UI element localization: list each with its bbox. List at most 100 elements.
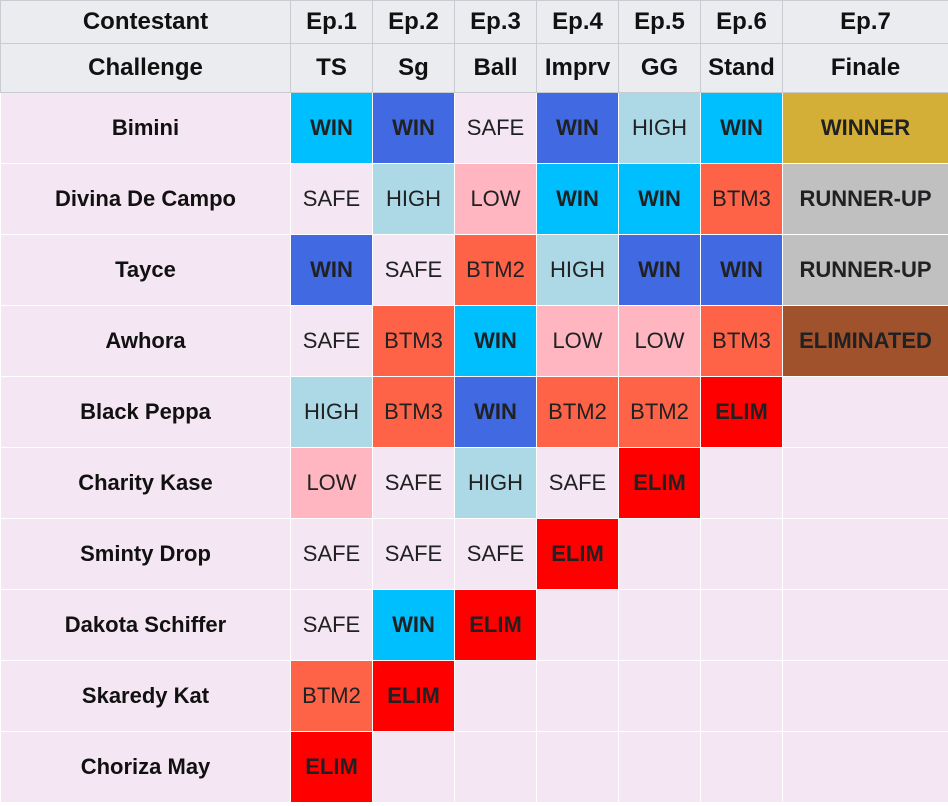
contestant-name: Dakota Schiffer bbox=[0, 589, 291, 661]
contestant-name: Tayce bbox=[0, 234, 291, 306]
episode-header: Ep.7 bbox=[782, 0, 948, 44]
episode-header: Ep.3 bbox=[454, 0, 537, 44]
result-cell: WIN bbox=[618, 234, 701, 306]
result-cell: HIGH bbox=[290, 376, 373, 448]
result-cell: LOW bbox=[290, 447, 373, 519]
empty-cell bbox=[454, 731, 537, 803]
challenge-name: Imprv bbox=[536, 43, 619, 93]
result-cell: SAFE bbox=[290, 163, 373, 235]
empty-cell bbox=[700, 447, 783, 519]
contestant-name: Bimini bbox=[0, 92, 291, 164]
table-row: Bimini WIN WIN SAFE WIN HIGH WIN WINNER bbox=[0, 92, 948, 164]
result-cell: BTM2 bbox=[454, 234, 537, 306]
result-cell: LOW bbox=[618, 305, 701, 377]
challenge-name: GG bbox=[618, 43, 701, 93]
empty-cell bbox=[454, 660, 537, 732]
result-cell: WIN bbox=[536, 92, 619, 164]
table-row: Black Peppa HIGH BTM3 WIN BTM2 BTM2 ELIM bbox=[0, 376, 948, 448]
result-cell: LOW bbox=[454, 163, 537, 235]
contestant-name: Choriza May bbox=[0, 731, 291, 803]
contestant-name: Black Peppa bbox=[0, 376, 291, 448]
contestant-rows: Bimini WIN WIN SAFE WIN HIGH WIN WINNER Divina D… bbox=[0, 92, 948, 803]
contestant-name: Awhora bbox=[0, 305, 291, 377]
episode-header: Ep.5 bbox=[618, 0, 701, 44]
challenge-name: Ball bbox=[454, 43, 537, 93]
result-cell: WIN bbox=[700, 234, 783, 306]
empty-cell bbox=[618, 731, 701, 803]
empty-cell bbox=[618, 660, 701, 732]
result-cell: WIN bbox=[536, 163, 619, 235]
result-cell: ELIM bbox=[290, 731, 373, 803]
result-cell: RUNNER-UP bbox=[782, 163, 948, 235]
contestant-header: Contestant bbox=[0, 0, 291, 44]
challenge-header-row: Challenge TS Sg Ball Imprv GG Stand Fina… bbox=[0, 43, 948, 93]
contestant-name: Skaredy Kat bbox=[0, 660, 291, 732]
table-row: Awhora SAFE BTM3 WIN LOW LOW BTM3 ELIMINATED bbox=[0, 305, 948, 377]
result-cell: ELIM bbox=[454, 589, 537, 661]
result-cell: ELIM bbox=[618, 447, 701, 519]
result-cell: BTM3 bbox=[372, 376, 455, 448]
result-cell: WINNER bbox=[782, 92, 948, 164]
result-cell: BTM3 bbox=[700, 163, 783, 235]
challenge-name: Sg bbox=[372, 43, 455, 93]
empty-cell bbox=[700, 589, 783, 661]
result-cell: RUNNER-UP bbox=[782, 234, 948, 306]
empty-cell bbox=[700, 731, 783, 803]
episode-header: Ep.1 bbox=[290, 0, 373, 44]
result-cell: SAFE bbox=[290, 518, 373, 590]
result-cell: WIN bbox=[372, 589, 455, 661]
result-cell: WIN bbox=[700, 92, 783, 164]
result-cell: WIN bbox=[372, 92, 455, 164]
table-row: Charity Kase LOW SAFE HIGH SAFE ELIM bbox=[0, 447, 948, 519]
empty-cell bbox=[700, 660, 783, 732]
result-cell: WIN bbox=[454, 376, 537, 448]
result-cell: LOW bbox=[536, 305, 619, 377]
empty-cell bbox=[618, 518, 701, 590]
empty-cell bbox=[782, 447, 948, 519]
challenge-name: Finale bbox=[782, 43, 948, 93]
result-cell: HIGH bbox=[618, 92, 701, 164]
result-cell: SAFE bbox=[290, 589, 373, 661]
table-row: Skaredy Kat BTM2 ELIM bbox=[0, 660, 948, 732]
result-cell: BTM3 bbox=[372, 305, 455, 377]
empty-cell bbox=[536, 589, 619, 661]
empty-cell bbox=[782, 589, 948, 661]
result-cell: SAFE bbox=[454, 518, 537, 590]
result-cell: SAFE bbox=[536, 447, 619, 519]
result-cell: ELIMINATED bbox=[782, 305, 948, 377]
result-cell: ELIM bbox=[536, 518, 619, 590]
result-cell: BTM2 bbox=[290, 660, 373, 732]
result-cell: SAFE bbox=[454, 92, 537, 164]
table-row: Divina De Campo SAFE HIGH LOW WIN WIN BTM3 RUNN… bbox=[0, 163, 948, 235]
empty-cell bbox=[618, 589, 701, 661]
contestant-name: Charity Kase bbox=[0, 447, 291, 519]
empty-cell bbox=[782, 518, 948, 590]
episode-header-row: Contestant Ep.1 Ep.2 Ep.3 Ep.4 Ep.5 Ep.6… bbox=[0, 0, 948, 44]
result-cell: ELIM bbox=[700, 376, 783, 448]
contestant-name: Divina De Campo bbox=[0, 163, 291, 235]
result-cell: SAFE bbox=[290, 305, 373, 377]
challenge-name: Stand bbox=[700, 43, 783, 93]
empty-cell bbox=[536, 660, 619, 732]
result-cell: SAFE bbox=[372, 447, 455, 519]
result-cell: SAFE bbox=[372, 518, 455, 590]
episode-header: Ep.6 bbox=[700, 0, 783, 44]
challenge-header: Challenge bbox=[0, 43, 291, 93]
result-cell: BTM2 bbox=[536, 376, 619, 448]
empty-cell bbox=[782, 731, 948, 803]
challenge-name: TS bbox=[290, 43, 373, 93]
table-row: Dakota Schiffer SAFE WIN ELIM bbox=[0, 589, 948, 661]
contestant-name: Sminty Drop bbox=[0, 518, 291, 590]
result-cell: WIN bbox=[290, 92, 373, 164]
result-cell: SAFE bbox=[372, 234, 455, 306]
empty-cell bbox=[700, 518, 783, 590]
empty-cell bbox=[536, 731, 619, 803]
result-cell: ELIM bbox=[372, 660, 455, 732]
result-cell: HIGH bbox=[372, 163, 455, 235]
empty-cell bbox=[782, 376, 948, 448]
result-cell: WIN bbox=[454, 305, 537, 377]
result-cell: HIGH bbox=[536, 234, 619, 306]
result-cell: BTM2 bbox=[618, 376, 701, 448]
result-cell: BTM3 bbox=[700, 305, 783, 377]
